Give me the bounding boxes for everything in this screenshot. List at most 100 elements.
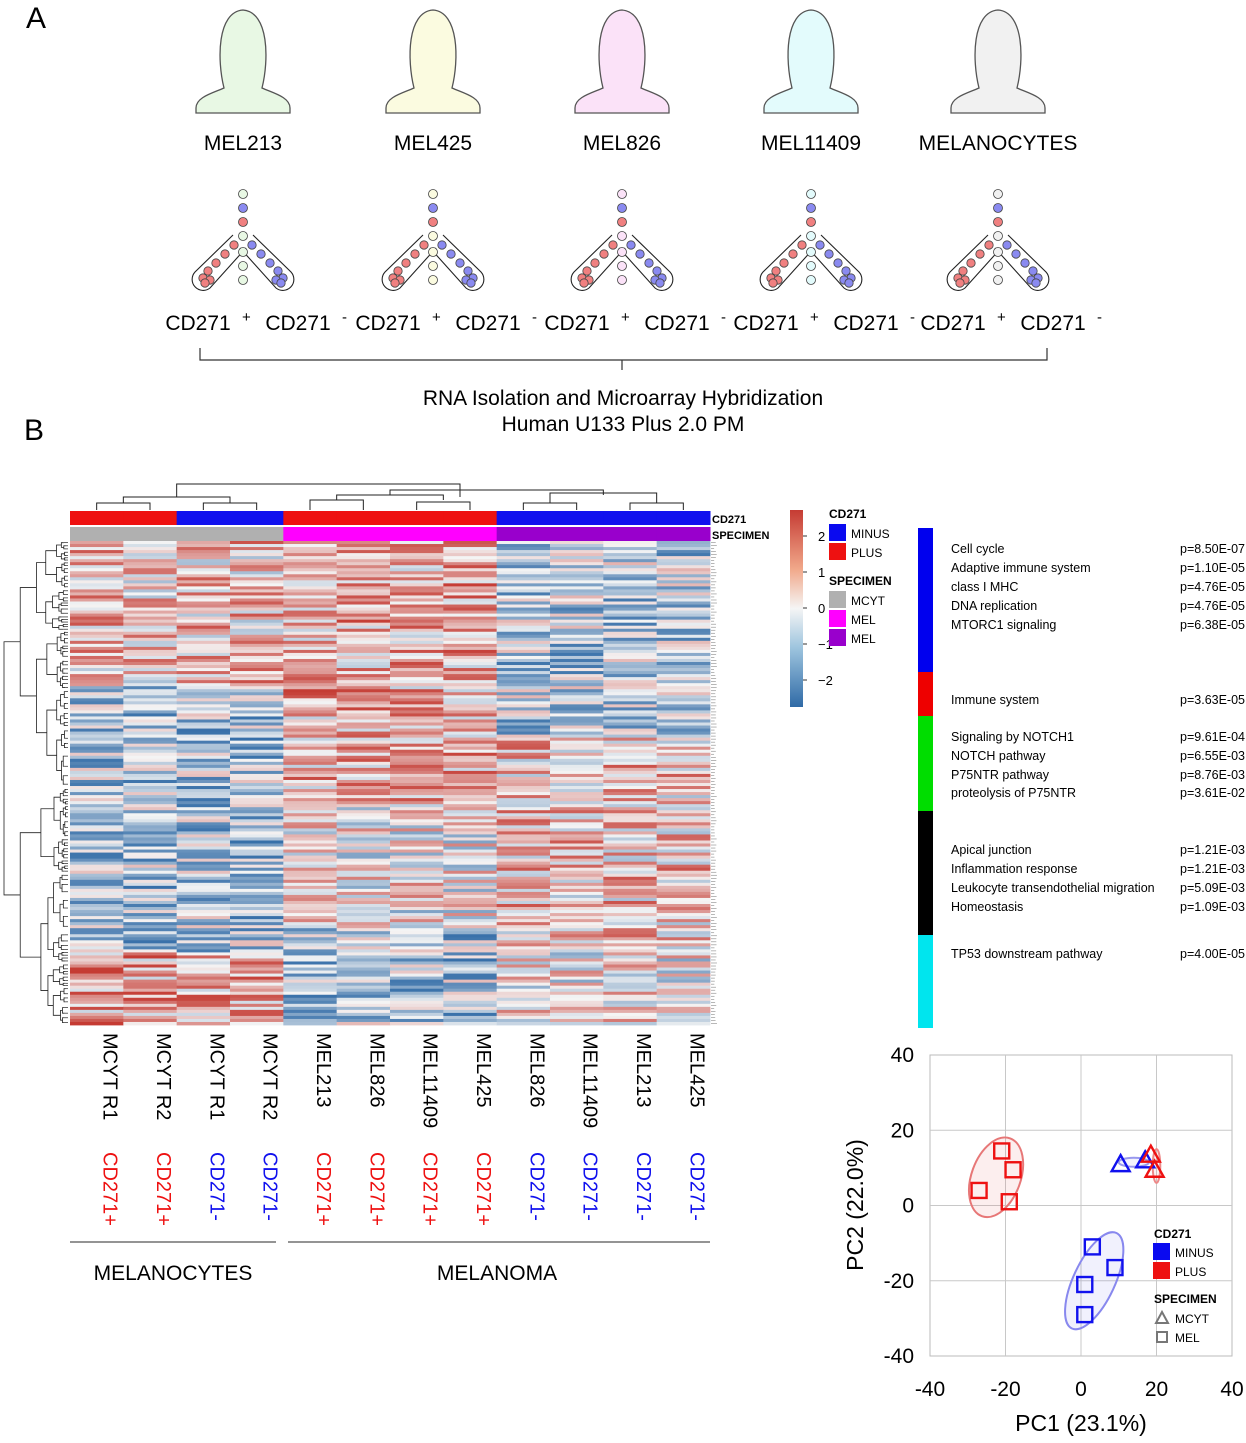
dendrogram-branch — [61, 952, 65, 956]
heatmap-cell — [123, 849, 178, 853]
heatmap-cell — [390, 559, 444, 563]
heatmap-cell — [443, 574, 498, 578]
heatmap-cell — [656, 550, 711, 554]
heatmap-cell — [443, 622, 498, 627]
heatmap-cell — [176, 925, 231, 929]
heatmap-cell — [230, 637, 284, 642]
heatmap-cell — [443, 979, 498, 984]
heatmap-cell — [656, 749, 711, 754]
heatmap-cell — [656, 1018, 711, 1023]
heatmap-cell — [176, 813, 231, 817]
pathway-cluster-segment — [918, 528, 933, 672]
cd271-minus-sup: - — [532, 309, 537, 326]
heatmap-cell — [123, 568, 178, 572]
heatmap-cell — [70, 565, 124, 569]
heatmap-cell — [496, 616, 551, 621]
heatmap-cell — [230, 613, 284, 618]
column-cd271-label: CD271+ — [419, 1152, 441, 1226]
heatmap-cell — [443, 743, 498, 748]
heatmap-cell — [283, 997, 338, 1002]
dendrogram-branch — [62, 590, 66, 595]
heatmap-cell — [656, 885, 711, 890]
person-icon — [574, 9, 670, 114]
heatmap-cell — [336, 885, 391, 890]
plus-branch-outline — [381, 234, 437, 291]
heatmap-cell — [283, 547, 338, 551]
heatmap-cell — [656, 544, 711, 548]
heatmap-cell — [496, 885, 551, 890]
heatmap-cell — [283, 749, 338, 754]
heatmap-cell — [230, 652, 284, 657]
heatmap-cell — [123, 994, 178, 999]
heatmap-cell — [123, 734, 178, 739]
dendrogram-branch — [61, 860, 65, 864]
heatmap-cell — [390, 946, 444, 950]
heatmap-cell — [283, 876, 338, 881]
cell-dot — [958, 266, 968, 276]
heatmap-cell — [550, 704, 604, 708]
heatmap-cell — [123, 562, 178, 566]
heatmap-cell — [496, 913, 551, 917]
heatmap-cell — [496, 955, 551, 959]
heatmap-cell — [390, 550, 444, 554]
heatmap-cell — [443, 937, 498, 941]
annotation-cd271-cell — [123, 511, 178, 525]
dendrogram-branch — [61, 734, 65, 746]
sample-label: MEL213 — [204, 132, 282, 155]
dendrogram-branch — [64, 789, 66, 793]
heatmap-cell — [336, 556, 391, 560]
heatmap-cell — [603, 786, 658, 790]
pathway-cluster-segment — [918, 811, 933, 935]
heatmap-cell — [443, 658, 498, 663]
column-cd271-label: CD271+ — [99, 1152, 121, 1226]
heatmap-cell — [550, 828, 604, 832]
heatmap-cell — [283, 1000, 338, 1005]
heatmap-cell — [336, 565, 391, 569]
heatmap-cell — [496, 764, 551, 769]
heatmap-cell — [656, 819, 711, 823]
heatmap-cell — [336, 683, 391, 687]
heatmap-cell — [656, 683, 711, 687]
heatmap-cell — [283, 553, 338, 557]
heatmap-cell — [443, 704, 498, 708]
heatmap-cell — [176, 758, 231, 763]
heatmap-cell — [496, 713, 551, 717]
heatmap-cell — [230, 665, 284, 669]
heatmap-cell — [176, 864, 231, 869]
heatmap-cell — [230, 598, 284, 602]
heatmap-cell — [443, 783, 498, 787]
heatmap-cell — [176, 695, 231, 699]
heatmap-cell — [283, 692, 338, 696]
heatmap-cell — [283, 888, 338, 893]
heatmap-cell — [443, 719, 498, 723]
annotation-specimen-cell — [176, 527, 231, 541]
heatmap-cell — [443, 695, 498, 699]
heatmap-cell — [70, 728, 124, 732]
heatmap-cell — [443, 913, 498, 917]
heatmap-matrix — [70, 541, 717, 1026]
heatmap-cell — [283, 704, 338, 708]
heatmap-cell — [550, 674, 604, 678]
cell-dot — [455, 258, 465, 268]
legend-cd271-swatch — [829, 524, 846, 541]
heatmap-cell — [283, 677, 338, 681]
heatmap-cell — [496, 925, 551, 929]
heatmap-cell — [443, 970, 498, 974]
heatmap-cell — [496, 743, 551, 748]
heatmap-cell — [176, 610, 231, 614]
heatmap-cell — [443, 571, 498, 575]
heatmap-cell — [230, 547, 284, 551]
heatmap-cell — [70, 1012, 124, 1017]
heatmap-cell — [603, 888, 658, 893]
cell-dot — [617, 203, 627, 213]
heatmap-cell — [550, 710, 604, 714]
dendrogram-branch — [58, 616, 62, 622]
heatmap-cell — [443, 904, 498, 908]
heatmap-cell — [550, 1015, 604, 1020]
heatmap-cell — [230, 952, 284, 956]
heatmap-cell — [336, 634, 391, 639]
heatmap-cell — [176, 740, 231, 745]
heatmap-cell — [70, 586, 124, 590]
pathway-pvalue: p=1.09E-03 — [1180, 900, 1245, 914]
heatmap-cell — [550, 746, 604, 751]
